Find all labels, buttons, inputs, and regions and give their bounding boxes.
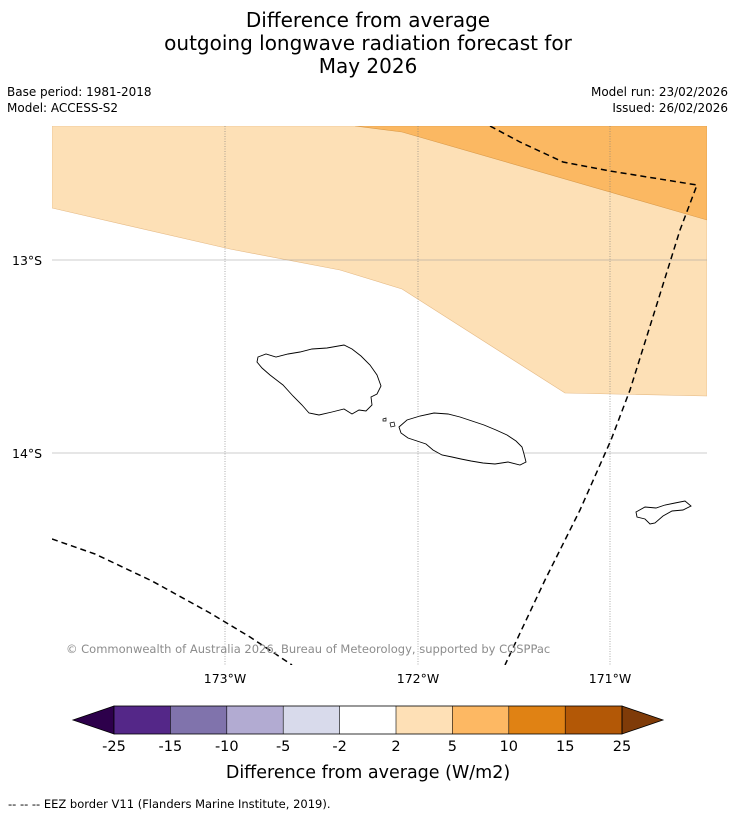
- island-upolu: [398, 412, 527, 466]
- issued-date: Issued: 26/02/2026: [612, 101, 728, 115]
- colorbar-tick: -10: [215, 739, 239, 755]
- title-line-3: May 2026: [318, 54, 418, 78]
- base-period: Base period: 1981-2018: [7, 85, 152, 99]
- map-area: © Commonwealth of Australia 2026, Bureau…: [52, 126, 707, 665]
- model-name: Model: ACCESS-S2: [7, 101, 119, 115]
- lon-label-173w: 173°W: [204, 671, 246, 686]
- anomaly-band-2-5: [52, 126, 707, 397]
- colorbar-tick: 25: [613, 739, 631, 755]
- copyright-notice: © Commonwealth of Australia 2026, Bureau…: [66, 642, 550, 656]
- colorbar-tick: 5: [448, 739, 457, 755]
- colorbar-label: Difference from average (W/m2): [226, 763, 510, 783]
- colorbar-segment: [452, 706, 509, 734]
- colorbar-tick: 15: [556, 739, 574, 755]
- colorbar-segment: [226, 706, 284, 734]
- colorbar-dividers: [170, 706, 566, 734]
- title-line-1: Difference from average: [245, 8, 491, 32]
- eez-border-southwest: [52, 538, 293, 665]
- colorbar-tick: 2: [391, 739, 400, 755]
- colorbar-tick: -5: [276, 739, 290, 755]
- colorbar-segment: [170, 706, 227, 734]
- eez-footnote: -- -- -- EEZ border V11 (Flanders Marine…: [8, 797, 331, 811]
- colorbar-tick: -15: [159, 739, 183, 755]
- lat-label-13s: 13°S: [12, 253, 42, 268]
- model-run: Model run: 23/02/2026: [590, 85, 728, 99]
- title-line-2: outgoing longwave radiation forecast for: [164, 31, 572, 55]
- colorbar-frame: [113, 705, 623, 735]
- island-savaii: [256, 344, 382, 416]
- colorbar-segment: [339, 706, 396, 734]
- colorbar: -25 -15 -10 -5 -2 2 5 10 15 25 Differenc…: [71, 705, 665, 783]
- colorbar-tick: -2: [332, 739, 346, 755]
- colorbar-tick: 10: [500, 739, 518, 755]
- anomaly-band-5-10: [354, 126, 707, 221]
- lon-label-172w: 172°W: [397, 671, 439, 686]
- lon-label-171w: 171°W: [589, 671, 631, 686]
- island-manono: [382, 417, 387, 422]
- colorbar-segment: [396, 706, 453, 734]
- colorbar-segment: [283, 706, 340, 734]
- lat-label-14s: 14°S: [12, 446, 42, 461]
- colorbar-extend-high: [621, 705, 665, 735]
- island-tutuila: [635, 500, 692, 525]
- eez-border-east: [489, 126, 699, 665]
- colorbar-segment: [114, 706, 171, 734]
- island-apolima: [389, 421, 396, 428]
- colorbar-segment: [565, 706, 622, 734]
- colorbar-segment: [508, 706, 566, 734]
- colorbar-extend-low: [71, 705, 115, 735]
- colorbar-tick: -25: [102, 739, 126, 755]
